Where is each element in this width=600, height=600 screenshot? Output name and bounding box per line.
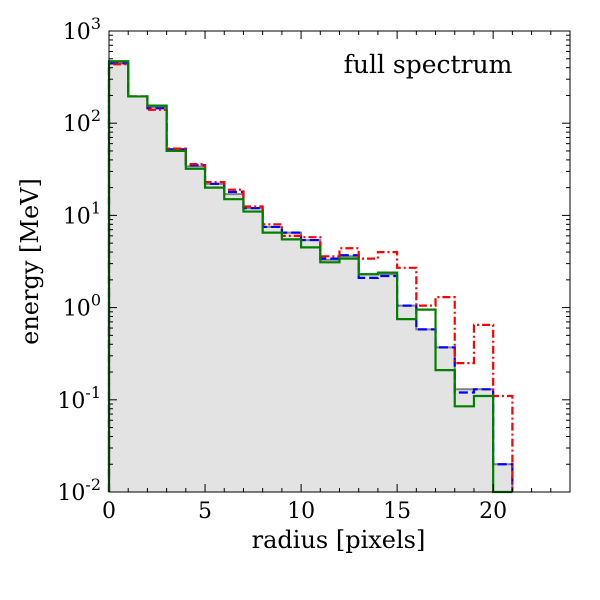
x-tick-label: 20 xyxy=(479,499,507,524)
y-tick-exponent: -1 xyxy=(85,383,101,402)
y-tick-exponent: 2 xyxy=(91,106,101,125)
y-tick-label: 10-2 xyxy=(57,475,101,506)
y-tick-base: 10 xyxy=(57,481,85,506)
y-tick-base: 10 xyxy=(63,297,91,322)
y-tick-base: 10 xyxy=(57,389,85,414)
y-tick-exponent: -2 xyxy=(85,475,101,494)
y-tick-label: 100 xyxy=(63,291,101,322)
series-fill-0 xyxy=(109,62,513,492)
x-axis-label: radius [pixels] xyxy=(252,526,426,554)
x-tick-label: 0 xyxy=(102,499,116,524)
x-tick-label: 10 xyxy=(287,499,315,524)
y-tick-label: 101 xyxy=(63,198,101,229)
series-line-2 xyxy=(107,63,514,492)
y-tick-exponent: 1 xyxy=(91,198,101,217)
y-tick-label: 102 xyxy=(63,106,101,137)
y-tick-exponent: 3 xyxy=(91,14,101,33)
y-tick-label: 103 xyxy=(63,14,101,45)
chart-annotation: full spectrum xyxy=(344,50,513,79)
y-tick-base: 10 xyxy=(63,20,91,45)
y-tick-base: 10 xyxy=(63,112,91,137)
x-tick-label: 5 xyxy=(198,499,212,524)
y-axis-label: energy [MeV] xyxy=(16,178,44,345)
plot-area xyxy=(107,60,514,494)
y-tick-label: 10-1 xyxy=(57,383,101,414)
x-tick-label: 15 xyxy=(383,499,411,524)
y-tick-exponent: 0 xyxy=(91,291,101,310)
series-line-3 xyxy=(107,60,513,494)
y-tick-base: 10 xyxy=(63,204,91,229)
